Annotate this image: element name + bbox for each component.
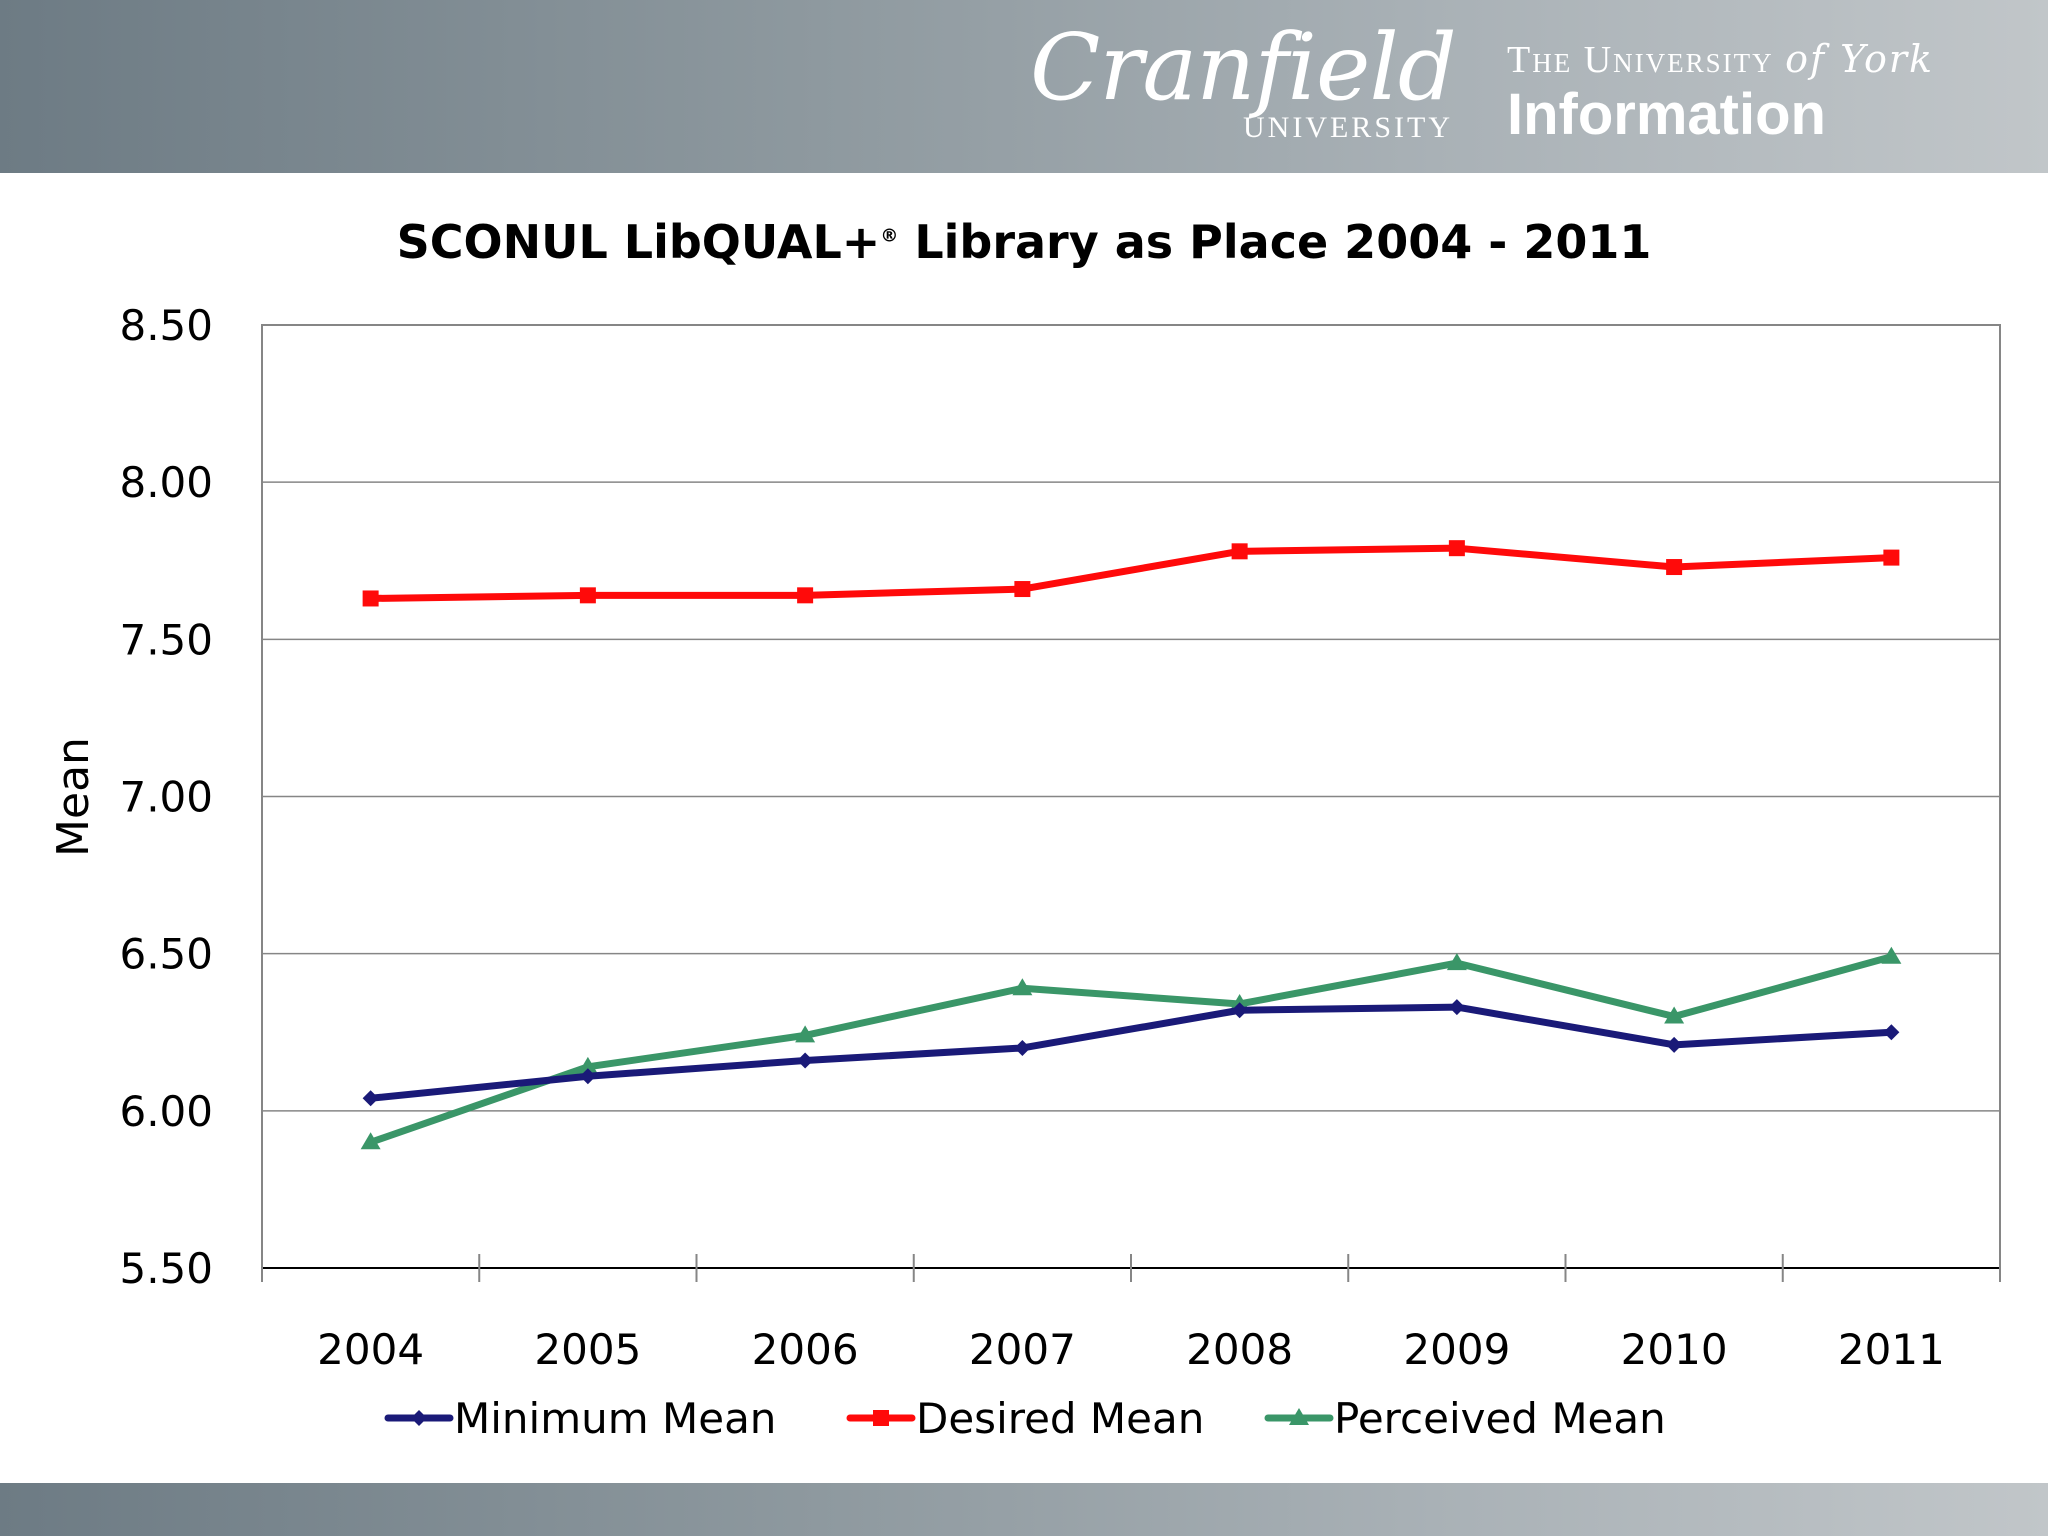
data-point-desired-mean	[797, 587, 814, 604]
series-desired-mean	[362, 540, 1900, 607]
data-point-minimum-mean	[1231, 1002, 1248, 1019]
x-tick-label: 2010	[1621, 1325, 1728, 1374]
york-logo-information: Information	[1507, 82, 1826, 147]
y-tick-label: 7.50	[119, 615, 213, 664]
data-point-desired-mean	[579, 587, 596, 604]
data-point-perceived-mean	[1881, 946, 1902, 964]
data-point-desired-mean	[362, 590, 379, 607]
data-point-perceived-mean	[1446, 953, 1467, 971]
y-tick-label: 8.00	[119, 458, 213, 507]
legend-marker-desired-mean	[873, 1410, 889, 1426]
header-banner	[0, 0, 2048, 173]
data-point-minimum-mean	[1666, 1036, 1683, 1053]
x-tick-label: 2004	[317, 1325, 424, 1374]
footer-banner	[0, 1483, 2048, 1536]
y-tick-label: 7.00	[119, 773, 213, 822]
x-tick-label: 2011	[1838, 1325, 1945, 1374]
series-minimum-mean	[362, 999, 1900, 1107]
data-point-perceived-mean	[795, 1025, 816, 1043]
cranfield-logo-subtitle: UNIVERSITY	[1243, 111, 1453, 144]
chart-title-main: SCONUL LibQUAL+	[396, 215, 881, 269]
legend-label-desired-mean: Desired Mean	[916, 1394, 1204, 1443]
legend-label-perceived-mean: Perceived Mean	[1334, 1394, 1666, 1443]
chart-title: SCONUL LibQUAL+® Library as Place 2004 -…	[0, 215, 2048, 270]
cranfield-logo-wordmark: Cranfield	[1030, 14, 1457, 121]
data-point-minimum-mean	[797, 1052, 814, 1069]
y-tick-label: 6.50	[119, 930, 213, 979]
york-logo-top-line: The University of York	[1507, 37, 1935, 81]
data-point-minimum-mean	[1448, 999, 1465, 1016]
y-tick-label: 5.50	[119, 1244, 213, 1293]
y-axis-label: Mean	[48, 737, 99, 857]
data-point-desired-mean	[1883, 549, 1900, 566]
legend-marker-minimum-mean	[411, 1410, 427, 1426]
data-point-desired-mean	[1666, 559, 1683, 576]
y-tick-label: 6.00	[119, 1087, 213, 1136]
legend-item-minimum-mean: Minimum Mean	[384, 1394, 776, 1443]
legend-item-desired-mean: Desired Mean	[846, 1394, 1204, 1443]
chart-title-registered-mark: ®	[880, 225, 899, 247]
data-point-minimum-mean	[1014, 1039, 1031, 1056]
legend-marker-perceived-mean	[1289, 1408, 1309, 1425]
data-point-perceived-mean	[1012, 978, 1033, 996]
x-tick-label: 2007	[969, 1325, 1076, 1374]
series-line-desired-mean	[367, 544, 1895, 602]
data-point-minimum-mean	[1883, 1024, 1900, 1041]
data-point-perceived-mean	[1664, 1006, 1685, 1024]
data-point-minimum-mean	[579, 1068, 596, 1085]
data-point-perceived-mean	[360, 1132, 381, 1150]
data-point-minimum-mean	[362, 1090, 379, 1107]
series-perceived-mean	[360, 946, 1902, 1150]
x-tick-label: 2008	[1186, 1325, 1293, 1374]
series-line-perceived-mean	[367, 953, 1895, 1146]
chart-title-suffix: Library as Place 2004 - 2011	[898, 215, 1652, 269]
data-point-perceived-mean	[577, 1056, 598, 1074]
x-tick-label: 2006	[752, 1325, 859, 1374]
data-point-desired-mean	[1014, 581, 1031, 598]
x-tick-label: 2009	[1403, 1325, 1510, 1374]
series-line-minimum-mean	[367, 1003, 1895, 1102]
legend-item-perceived-mean: Perceived Mean	[1264, 1394, 1666, 1443]
y-tick-label: 8.50	[119, 301, 213, 350]
legend-label-minimum-mean: Minimum Mean	[454, 1394, 776, 1443]
data-point-desired-mean	[1231, 543, 1248, 560]
data-point-desired-mean	[1448, 540, 1465, 557]
x-tick-label: 2005	[534, 1325, 641, 1374]
